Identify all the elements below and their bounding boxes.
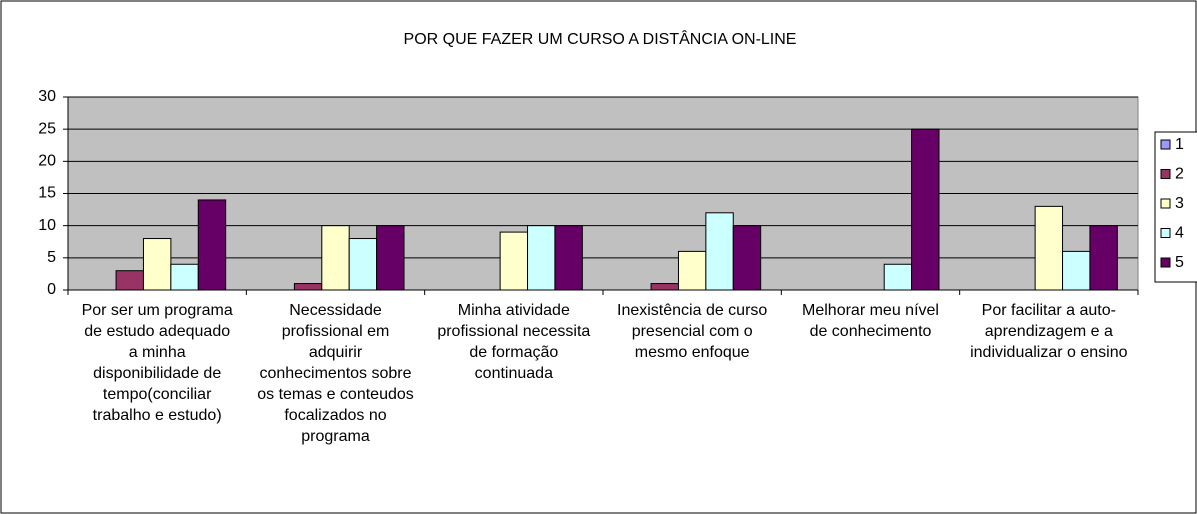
y-tick-label: 0 — [47, 281, 56, 298]
y-tick-label: 25 — [38, 120, 56, 137]
bar — [1089, 225, 1118, 291]
legend-label: 5 — [1175, 254, 1184, 271]
bar — [321, 225, 350, 291]
legend-swatch — [1160, 257, 1171, 268]
bar — [499, 231, 529, 291]
bar — [732, 225, 762, 291]
bar — [883, 263, 913, 291]
bar — [376, 225, 405, 291]
x-tick-label: Por facilitar a auto-aprendizagem e a in… — [970, 302, 1128, 361]
chart-title: POR QUE FAZER UM CURSO A DISTÂNCIA ON-LI… — [404, 29, 797, 48]
legend-label: 4 — [1175, 225, 1184, 242]
bar — [650, 283, 679, 291]
x-tick-label: Inexistência de curso presencial com o m… — [617, 302, 768, 361]
legend-label: 1 — [1175, 136, 1184, 153]
y-tick-label: 5 — [47, 249, 56, 266]
x-tick-label: Minha atividade profissional necessita d… — [437, 302, 591, 382]
legend-swatch — [1160, 198, 1171, 209]
legend-swatch — [1160, 139, 1171, 150]
bar — [170, 263, 199, 291]
bar — [348, 238, 378, 291]
bar — [1034, 205, 1064, 291]
x-tick-label: Por ser um programa de estudo adequado a… — [81, 302, 233, 424]
y-tick-label: 15 — [38, 185, 56, 202]
legend-swatch — [1160, 228, 1171, 238]
y-tick-label: 20 — [38, 153, 56, 170]
bar — [554, 225, 583, 291]
bar — [705, 212, 734, 291]
bar — [115, 270, 144, 291]
bar — [293, 283, 323, 291]
bar — [911, 128, 940, 291]
legend-label: 3 — [1175, 195, 1184, 212]
x-tick-label: Melhorar meu nível de conhecimento — [802, 302, 939, 340]
legend-swatch — [1160, 169, 1171, 179]
x-tick-label: Necessidade profissional em adquirir con… — [257, 302, 414, 445]
bar — [1062, 250, 1091, 291]
y-tick-label: 30 — [38, 88, 56, 105]
bar — [197, 199, 227, 291]
y-tick-label: 10 — [38, 217, 56, 234]
bar — [677, 250, 707, 291]
bar — [142, 238, 172, 291]
bar — [527, 225, 556, 291]
legend-label: 2 — [1175, 166, 1184, 183]
